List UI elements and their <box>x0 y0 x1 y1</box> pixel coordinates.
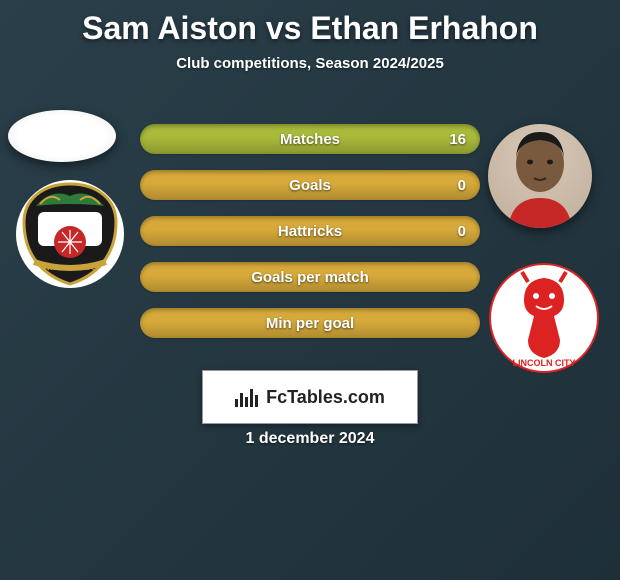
club-right-crest: LINCOLN CITY <box>488 262 600 374</box>
stat-label: Hattricks <box>278 223 342 240</box>
player-right-photo <box>488 124 592 228</box>
stat-row-matches: Matches 16 <box>140 124 480 154</box>
stat-row-min-per-goal: Min per goal <box>140 308 480 338</box>
stats-area: Matches 16 Goals 0 Hattricks 0 Goals per… <box>140 124 480 354</box>
stat-label: Goals <box>289 177 331 194</box>
svg-text:WREXHAM AFC: WREXHAM AFC <box>43 265 96 272</box>
subtitle: Club competitions, Season 2024/2025 <box>0 55 620 72</box>
club-left-crest: WREXHAM AFC <box>14 178 126 290</box>
fctables-badge: FcTables.com <box>202 370 418 424</box>
stat-label: Min per goal <box>266 315 354 332</box>
stat-right-value: 16 <box>449 131 466 148</box>
fctables-label: FcTables.com <box>266 387 385 408</box>
stat-label: Matches <box>280 131 340 148</box>
page-title: Sam Aiston vs Ethan Erhahon <box>0 0 620 47</box>
stat-label: Goals per match <box>251 269 369 286</box>
stat-row-goals-per-match: Goals per match <box>140 262 480 292</box>
date-text: 1 december 2024 <box>0 430 620 448</box>
player-left-photo <box>8 110 116 162</box>
stat-row-goals: Goals 0 <box>140 170 480 200</box>
stat-right-value: 0 <box>458 177 466 194</box>
fctables-bars-icon <box>235 387 260 407</box>
stat-row-hattricks: Hattricks 0 <box>140 216 480 246</box>
svg-text:LINCOLN CITY: LINCOLN CITY <box>513 358 576 368</box>
stat-right-value: 0 <box>458 223 466 240</box>
